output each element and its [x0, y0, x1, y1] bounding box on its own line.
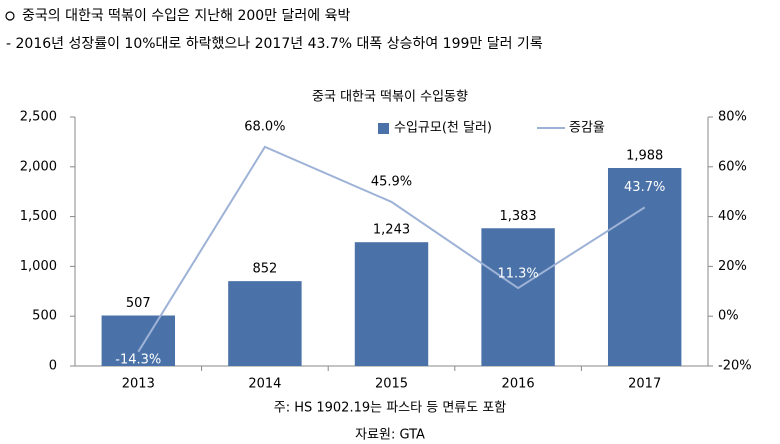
line-value-label: 45.9% — [371, 174, 412, 189]
line-value-label: 68.0% — [244, 119, 285, 134]
line-value-label: -14.3% — [115, 352, 161, 367]
subline: - 2016년 성장률이 10%대로 하락했으나 2017년 43.7% 대폭 … — [6, 36, 543, 52]
line-value-label: 11.3% — [497, 267, 538, 282]
bar-value-label: 852 — [252, 262, 277, 277]
bar-value-label: 1,243 — [373, 223, 410, 238]
y2-tick-label: 20% — [718, 259, 747, 274]
y2-tick-label: 60% — [718, 159, 747, 174]
chart-title: 중국 대한국 떡볶이 수입동향 — [312, 90, 468, 105]
y-tick-label: 2,000 — [20, 159, 57, 174]
y2-tick-label: 80% — [718, 110, 747, 125]
bullet — [5, 11, 15, 21]
y2-tick-label: 40% — [718, 209, 747, 224]
y2-tick-label: -20% — [718, 359, 752, 374]
x-tick-label: 2014 — [248, 377, 281, 392]
y-tick-label: 2,500 — [20, 110, 57, 125]
bar-value-label: 507 — [126, 296, 151, 311]
y-tick-label: 1,500 — [20, 209, 57, 224]
y-tick-label: 0 — [49, 359, 57, 374]
headline: 중국의 대한국 떡볶이 수입은 지난해 200만 달러에 육박 — [22, 8, 350, 24]
bar — [481, 228, 555, 366]
legend-label: 수입규모(천 달러) — [394, 121, 492, 136]
x-tick-label: 2017 — [628, 377, 661, 392]
bar — [101, 315, 176, 366]
bar — [228, 281, 302, 366]
x-tick-label: 2015 — [375, 377, 408, 392]
line-value-label: 43.7% — [624, 180, 665, 195]
bar — [354, 242, 429, 366]
source: 자료원: GTA — [355, 428, 425, 443]
line — [137, 145, 646, 353]
x-tick-label: 2013 — [122, 377, 155, 392]
y-tick-label: 500 — [32, 309, 57, 324]
bar — [607, 167, 682, 366]
legend-swatch — [378, 123, 389, 134]
bar-value-label: 1,383 — [499, 209, 536, 224]
y-tick-label: 1,000 — [20, 259, 57, 274]
bar-value-label: 1,988 — [626, 148, 663, 163]
x-tick-label: 2016 — [502, 377, 535, 392]
note: 주: HS 1902.19는 파스타 등 면류도 포함 — [274, 401, 507, 416]
y2-tick-label: 0% — [718, 309, 739, 324]
legend-label: 증감율 — [569, 121, 605, 136]
